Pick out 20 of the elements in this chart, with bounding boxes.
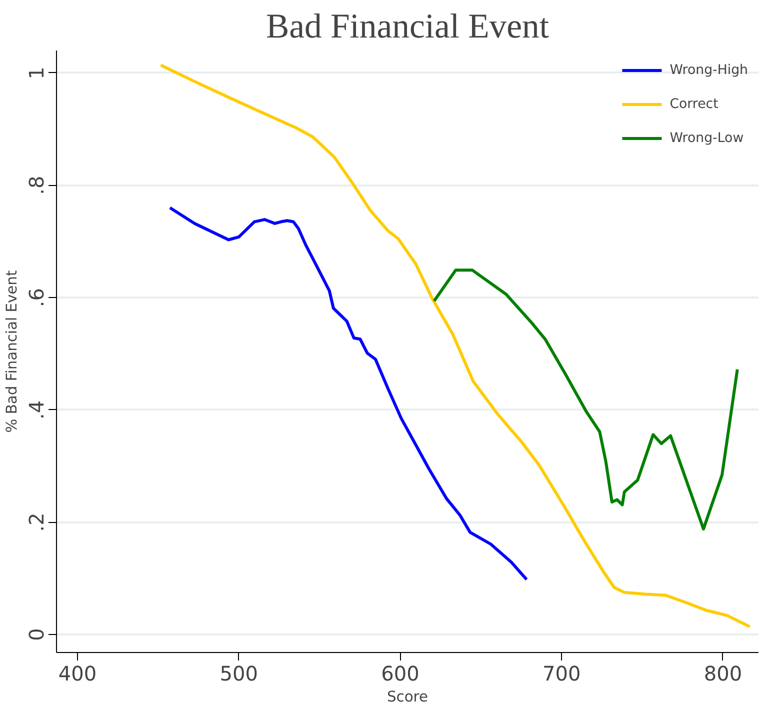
legend-label: Correct [670, 96, 718, 112]
x-tick-label: 500 [220, 662, 258, 686]
y-tick-label: .4 [24, 400, 48, 420]
chart-title: Bad Financial Event [266, 8, 550, 46]
y-tick-label: .2 [24, 512, 48, 532]
y-tick-label: 1 [24, 66, 48, 80]
y-tick-label: .6 [24, 288, 48, 308]
x-tick-label: 800 [704, 662, 742, 686]
line-series [159, 64, 752, 628]
line-series [432, 268, 739, 530]
y-tick-label: 0 [24, 628, 48, 641]
legend-label: Wrong-Low [670, 130, 744, 146]
y-axis-title: % Bad Financial Event [4, 270, 20, 433]
y-tick-label: .8 [24, 176, 48, 195]
line-series [168, 206, 528, 581]
x-tick-label: 600 [381, 662, 420, 686]
legend-label: Wrong-High [670, 62, 748, 78]
x-axis-title: Score [386, 688, 428, 706]
x-tick-label: 400 [58, 662, 97, 686]
x-tick-label: 700 [542, 662, 581, 686]
